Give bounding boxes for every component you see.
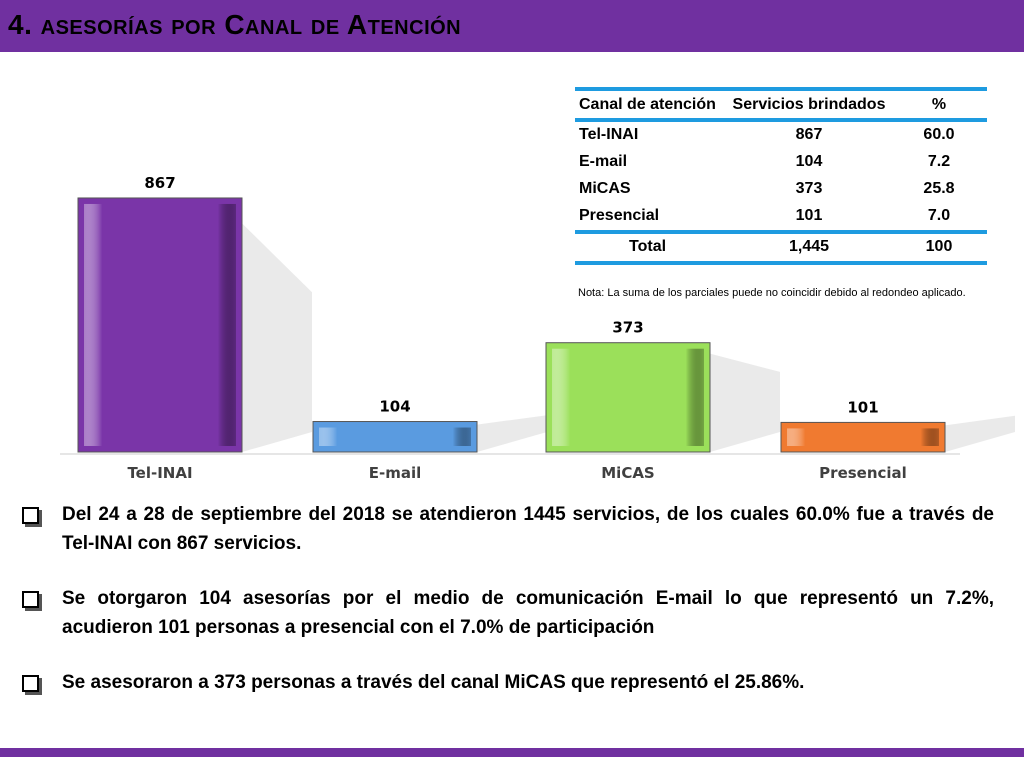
bar-bevel: [787, 428, 939, 446]
bullet-item: Se asesoraron a 373 personas a través de…: [22, 668, 994, 697]
services-table: Canal de atención Servicios brindados % …: [575, 87, 987, 265]
category-label: Tel-INAI: [127, 464, 192, 482]
bar-shadow: [710, 353, 780, 452]
checkbox-bullet-icon: [22, 507, 39, 524]
row-percent: 25.8: [923, 180, 955, 197]
data-label: 373: [612, 319, 643, 337]
bar-bevel: [552, 348, 704, 446]
bar-bevel: [84, 203, 236, 446]
category-label: E-mail: [369, 464, 422, 482]
header-services: Servicios brindados: [732, 96, 886, 113]
row-services: 867: [795, 126, 823, 143]
bullet-item: Del 24 a 28 de septiembre del 2018 se at…: [22, 500, 994, 558]
category-label: MiCAS: [601, 464, 655, 482]
row-channel: Tel-INAI: [579, 126, 639, 143]
row-channel: E-mail: [579, 153, 628, 170]
bar-bevel: [319, 427, 471, 446]
table-row: E-mail 104 7.2: [575, 149, 987, 176]
bullet-item: Se otorgaron 104 asesorías por el medio …: [22, 584, 994, 642]
bullet-text: Se asesoraron a 373 personas a través de…: [62, 672, 805, 693]
bar-shadow: [477, 415, 547, 452]
footer-bar: [0, 748, 1024, 757]
row-services: 104: [795, 153, 823, 170]
table-row: Presencial 101 7.0: [575, 203, 987, 230]
row-channel: MiCAS: [579, 180, 631, 197]
table-row: MiCAS 373 25.8: [575, 176, 987, 203]
data-label: 867: [144, 174, 175, 192]
data-label: 101: [847, 398, 878, 416]
row-services: 101: [795, 207, 823, 224]
table-rule-bottom: [575, 261, 987, 265]
header-channel: Canal de atención: [579, 96, 716, 113]
bullet-text: Del 24 a 28 de septiembre del 2018 se at…: [62, 504, 994, 554]
bar-shadow: [945, 415, 1015, 452]
title-bar: 4. asesorías por Canal de Atención: [0, 0, 1024, 52]
summary-bullets: Del 24 a 28 de septiembre del 2018 se at…: [22, 500, 994, 723]
row-services: 373: [795, 180, 823, 197]
checkbox-bullet-icon: [22, 675, 39, 692]
category-label: Presencial: [819, 464, 907, 482]
table-rule-top: [575, 87, 987, 91]
row-percent: 7.0: [927, 207, 951, 224]
table-header-row: Canal de atención Servicios brindados %: [575, 91, 987, 118]
bar-shadow: [242, 223, 312, 452]
total-label: Total: [629, 238, 667, 255]
page-title: 4. asesorías por Canal de Atención: [8, 9, 462, 40]
total-percent: 100: [925, 238, 953, 255]
table-row: Tel-INAI 867 60.0: [575, 122, 987, 149]
table-rule-total: [575, 230, 987, 234]
bar-chart: 867Tel-INAI104E-mail373MiCAS101Presencia…: [60, 174, 1015, 482]
total-services: 1,445: [788, 238, 830, 255]
checkbox-bullet-icon: [22, 591, 39, 608]
bullet-text: Se otorgaron 104 asesorías por el medio …: [62, 588, 994, 638]
table-total-row: Total 1,445 100: [575, 234, 987, 261]
row-channel: Presencial: [579, 207, 660, 224]
table-rule-header: [575, 118, 987, 122]
header-percent: %: [931, 96, 947, 113]
row-percent: 60.0: [923, 126, 955, 143]
row-percent: 7.2: [927, 153, 951, 170]
data-label: 104: [379, 398, 410, 416]
table-note: Nota: La suma de los parciales puede no …: [578, 287, 966, 299]
